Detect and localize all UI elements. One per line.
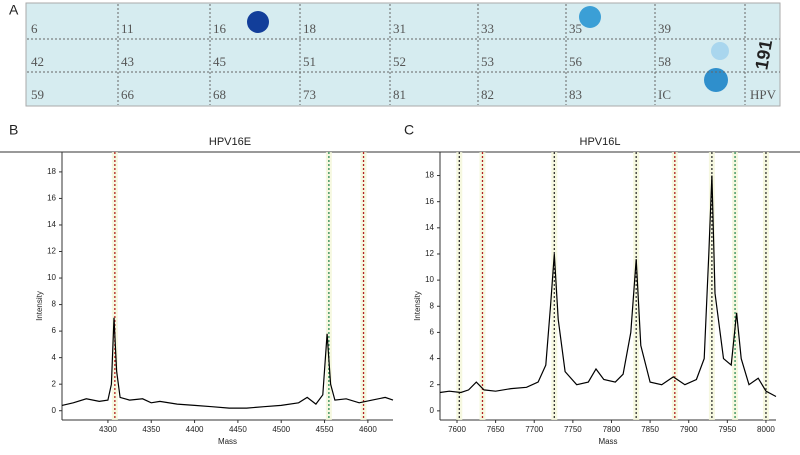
y-tick-label: 12 [425,249,434,258]
strip-label: 66 [121,87,135,102]
strip-label: 33 [481,21,494,36]
strip-label: 43 [121,54,134,69]
y-tick-label: 16 [47,194,56,203]
x-tick-label: 7600 [448,425,466,434]
y-tick-label: 0 [52,406,57,415]
y-tick-label: 16 [425,197,434,206]
y-tick-label: 18 [47,167,56,176]
strip-label: 81 [393,87,406,102]
strip-label: 56 [569,54,583,69]
strip-label: 82 [481,87,494,102]
spot [704,68,728,92]
x-tick-label: 4400 [186,425,204,434]
x-tick-label: 4500 [272,425,290,434]
x-tick-label: 7950 [718,425,736,434]
strip-label: 58 [658,54,671,69]
strip [25,2,781,107]
y-tick-label: 0 [430,406,435,415]
strip-label: 16 [213,21,227,36]
strip-label: IC [658,87,671,102]
strip-label: 53 [481,54,494,69]
strip-label: 52 [393,54,406,69]
spectrum-line [61,317,394,409]
x-tick-label: 7850 [641,425,659,434]
strip-label: 59 [31,87,44,102]
strip-label: 11 [121,21,134,36]
x-axis-label: Mass [218,437,237,446]
spot [711,42,729,60]
x-tick-label: 4350 [142,425,160,434]
y-axis-label: Intensity [35,291,44,321]
strip-label: 39 [658,21,671,36]
y-tick-label: 18 [425,171,434,180]
spot [579,6,601,28]
strip-side-label: HPV [750,87,777,102]
y-tick-label: 8 [52,300,57,309]
x-tick-label: 7900 [680,425,698,434]
chart-title: HPV16E [209,136,251,148]
x-tick-label: 4600 [359,425,377,434]
x-tick-label: 7750 [564,425,582,434]
x-tick-label: 4450 [229,425,247,434]
y-axis-label: Intensity [413,291,422,321]
y-tick-label: 10 [47,273,56,282]
strip-label: 6 [31,21,38,36]
y-tick-label: 4 [52,353,57,362]
x-tick-label: 7800 [603,425,621,434]
spot [247,11,269,33]
chart-title: HPV16L [580,136,621,148]
panel-label: B [9,122,18,138]
x-tick-label: 7700 [525,425,543,434]
x-axis-label: Mass [598,437,617,446]
y-tick-label: 2 [52,379,57,388]
spectrum-line [439,175,777,398]
y-tick-label: 14 [425,223,434,232]
strip-label: 42 [31,54,44,69]
y-tick-label: 6 [52,326,57,335]
y-tick-label: 12 [47,247,56,256]
y-tick-label: 14 [47,220,56,229]
strip-label: 18 [303,21,316,36]
strip-label: 73 [303,87,316,102]
x-tick-label: 7650 [487,425,505,434]
y-tick-label: 8 [430,301,435,310]
x-tick-label: 4550 [316,425,334,434]
panel-label: C [404,122,414,138]
strip-label: 35 [569,21,582,36]
y-tick-label: 6 [430,328,435,337]
x-tick-label: 8000 [757,425,775,434]
panel-label: A [9,2,19,18]
y-tick-label: 4 [430,354,435,363]
y-tick-label: 2 [430,380,435,389]
y-tick-label: 10 [425,275,434,284]
strip-label: 68 [213,87,226,102]
strip-label: 83 [569,87,582,102]
strip-label: 51 [303,54,316,69]
strip-label: 45 [213,54,226,69]
strip-label: 31 [393,21,406,36]
x-tick-label: 4300 [99,425,117,434]
